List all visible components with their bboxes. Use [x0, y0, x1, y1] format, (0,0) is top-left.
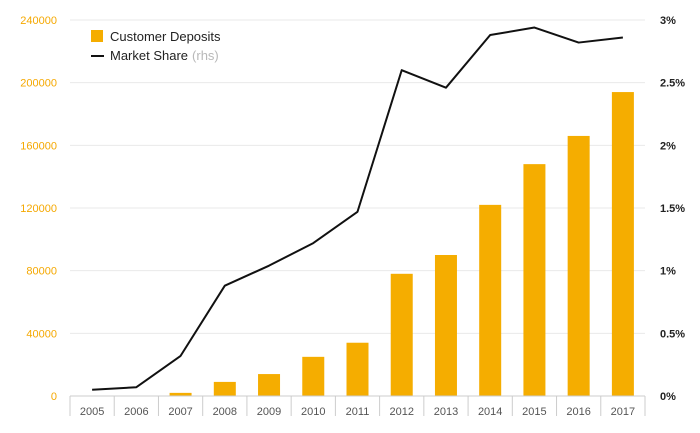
legend-swatch-customer-deposits [91, 30, 103, 42]
x-tick-label: 2015 [522, 406, 546, 418]
y-left-tick-label: 160000 [20, 140, 57, 152]
y-left-tick-label: 200000 [20, 78, 57, 90]
bar-customer-deposits [302, 356, 325, 396]
x-tick-label: 2017 [611, 406, 635, 418]
y-left-tick-label: 0 [51, 391, 57, 403]
legend-label-market-share-name: Market Share [110, 48, 188, 63]
y-right-tick-label: 3% [660, 15, 676, 27]
bar-customer-deposits [346, 342, 369, 396]
y-right-tick-label: 2% [660, 140, 676, 152]
bar-customer-deposits [434, 255, 457, 396]
x-tick-label: 2009 [257, 406, 281, 418]
axis-layer: 0 40000 80000 120000 160000 200000 240000 0% 0.5… [20, 15, 685, 418]
line-layer [92, 26, 623, 391]
bar-customer-deposits [390, 273, 413, 396]
y-left-tick-label: 80000 [26, 266, 57, 278]
legend-label-customer-deposits: Customer Deposits [110, 29, 221, 44]
legend-label-market-share: Market Share (rhs) [110, 48, 219, 63]
bar-customer-deposits [169, 392, 192, 396]
x-tick-label: 2010 [301, 406, 325, 418]
x-tick-label: 2016 [566, 406, 590, 418]
y-left-tick-label: 40000 [26, 328, 57, 340]
bar-customer-deposits [258, 374, 281, 396]
grid-layer [70, 19, 645, 334]
x-tick-label: 2012 [389, 406, 413, 418]
legend-label-market-share-suffix: (rhs) [192, 48, 219, 63]
x-tick-label: 2007 [168, 406, 192, 418]
line-market-share [92, 26, 623, 391]
bar-customer-deposits [479, 204, 502, 396]
y-right-tick-label: 1.5% [660, 203, 685, 215]
bar-customer-deposits [611, 92, 634, 397]
y-right-tick-label: 0% [660, 391, 676, 403]
x-tick-label: 2013 [434, 406, 458, 418]
x-tick-label: 2006 [124, 406, 148, 418]
x-tick-label: 2008 [213, 406, 237, 418]
legend: Customer Deposits Market Share (rhs) [91, 29, 221, 63]
x-tick-label: 2011 [346, 406, 370, 418]
x-tick-label: 2005 [80, 406, 104, 418]
y-left-tick-label: 240000 [20, 15, 57, 27]
bar-layer [169, 92, 634, 397]
y-right-tick-label: 1% [660, 266, 676, 278]
bar-customer-deposits [213, 381, 236, 396]
y-left-tick-label: 120000 [20, 203, 57, 215]
bar-customer-deposits [523, 164, 546, 396]
x-tick-label: 2014 [478, 406, 502, 418]
y-right-tick-label: 2.5% [660, 78, 685, 90]
y-right-tick-label: 0.5% [660, 328, 685, 340]
bar-customer-deposits [567, 135, 590, 396]
